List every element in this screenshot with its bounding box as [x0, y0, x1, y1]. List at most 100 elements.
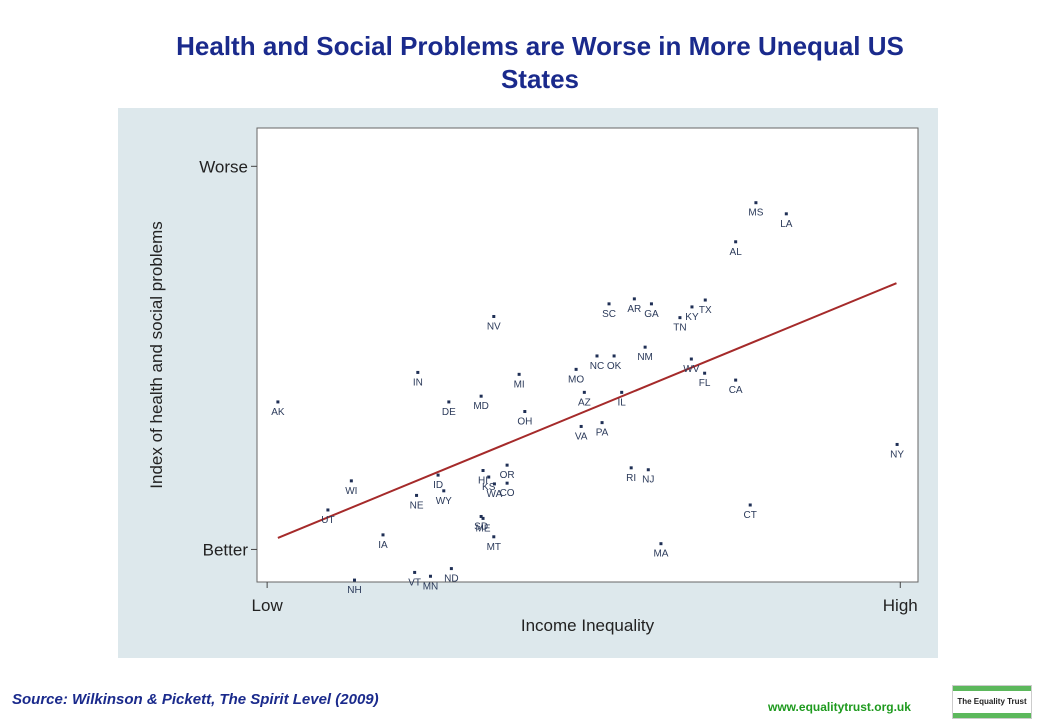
chart-title: Health and Social Problems are Worse in … — [60, 30, 1020, 96]
point-me — [481, 516, 485, 520]
point-label-in: IN — [413, 377, 423, 388]
point-or — [505, 463, 509, 467]
point-label-tx: TX — [699, 305, 712, 316]
point-label-nm: NM — [637, 352, 653, 363]
point-mn — [428, 574, 432, 578]
y-tick-label-1: Worse — [199, 157, 248, 176]
point-id — [436, 473, 440, 477]
point-label-sc: SC — [602, 309, 616, 320]
point-label-mn: MN — [423, 581, 439, 592]
point-label-vt: VT — [408, 577, 421, 588]
point-al — [734, 240, 738, 244]
point-label-ny: NY — [890, 449, 904, 460]
point-in — [416, 370, 420, 374]
point-sd — [479, 514, 483, 518]
point-nm — [643, 345, 647, 349]
point-label-la: LA — [780, 219, 793, 230]
point-label-wa: WA — [487, 489, 503, 500]
point-label-or: OR — [500, 470, 515, 481]
x-axis-label: Income Inequality — [521, 616, 655, 635]
point-label-id: ID — [433, 480, 443, 491]
equality-trust-logo: The Equality Trust — [952, 685, 1032, 719]
point-la — [784, 212, 788, 216]
point-label-ky: KY — [685, 312, 699, 323]
point-label-il: IL — [618, 397, 627, 408]
point-pa — [600, 421, 604, 425]
point-ok — [612, 354, 616, 358]
point-wy — [442, 489, 446, 493]
point-va — [579, 424, 583, 428]
point-label-va: VA — [575, 431, 588, 442]
point-label-al: AL — [730, 247, 743, 258]
point-label-ks: KS — [482, 482, 496, 493]
point-label-wv: WV — [683, 364, 699, 375]
point-label-nj: NJ — [642, 475, 654, 486]
point-ut — [326, 508, 330, 512]
fit-line — [277, 282, 897, 539]
point-ms — [754, 201, 758, 205]
point-label-nc: NC — [590, 361, 604, 372]
website-link[interactable]: www.equalitytrust.org.uk — [768, 700, 911, 714]
point-fl — [703, 371, 707, 375]
point-wv — [689, 357, 693, 361]
point-label-wi: WI — [345, 486, 357, 497]
y-tick-label-0: Better — [203, 540, 249, 559]
point-ak — [276, 400, 280, 404]
point-wa — [492, 482, 496, 486]
point-ca — [734, 378, 738, 382]
source-citation: Source: Wilkinson & Pickett, The Spirit … — [12, 691, 379, 708]
point-label-mo: MO — [568, 374, 584, 385]
point-co — [505, 481, 509, 485]
point-label-pa: PA — [596, 428, 609, 439]
point-md — [479, 394, 483, 398]
logo-text: The Equality Trust — [957, 697, 1027, 706]
point-de — [447, 400, 451, 404]
point-ia — [381, 533, 385, 537]
point-label-ca: CA — [729, 385, 743, 396]
point-ar — [632, 297, 636, 301]
chart-panel: Better Worse Low High Income Inequality Index… — [118, 108, 938, 658]
point-label-fl: FL — [699, 378, 711, 389]
point-label-mt: MT — [487, 542, 501, 553]
point-label-ne: NE — [410, 500, 424, 511]
point-label-ak: AK — [271, 407, 285, 418]
point-az — [582, 390, 586, 394]
point-tx — [703, 298, 707, 302]
point-oh — [523, 410, 527, 414]
point-ny — [895, 442, 899, 446]
point-label-ri: RI — [626, 473, 636, 484]
point-ne — [415, 493, 419, 497]
scatter-plot: Better Worse Low High Income Inequality Index… — [147, 127, 919, 635]
x-tick-label-1: High — [883, 596, 918, 615]
point-label-nh: NH — [347, 585, 361, 596]
point-mt — [492, 535, 496, 539]
point-hi — [481, 469, 485, 473]
point-nc — [595, 354, 599, 358]
point-label-az: AZ — [578, 397, 591, 408]
point-sc — [607, 302, 611, 306]
point-nd — [449, 567, 453, 571]
point-label-co: CO — [500, 488, 515, 499]
point-label-de: DE — [442, 407, 456, 418]
point-nj — [646, 468, 650, 472]
x-tick-label-0: Low — [252, 596, 284, 615]
point-mo — [574, 367, 578, 371]
point-label-ms: MS — [748, 208, 763, 219]
point-label-nv: NV — [487, 321, 501, 332]
point-mi — [517, 372, 521, 376]
point-tn — [678, 316, 682, 320]
plot-area — [256, 127, 919, 583]
y-axis-label: Index of health and social problems — [147, 221, 166, 488]
point-label-oh: OH — [517, 417, 532, 428]
chart-title-line-2: States — [500, 64, 580, 94]
point-ct — [748, 503, 752, 507]
point-label-ia: IA — [378, 540, 388, 551]
point-label-ut: UT — [321, 515, 334, 526]
point-ga — [649, 302, 653, 306]
point-nv — [492, 314, 496, 318]
point-label-hi: HI — [478, 476, 488, 487]
point-label-wy: WY — [436, 496, 452, 507]
point-label-me: ME — [476, 523, 491, 534]
point-vt — [413, 570, 417, 574]
point-label-ma: MA — [653, 549, 668, 560]
